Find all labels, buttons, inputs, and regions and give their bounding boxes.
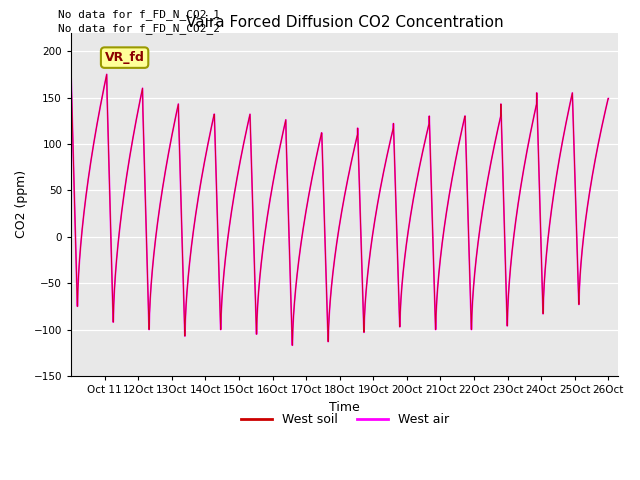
West air [394,242,401,248]
Title: Vaira Forced Diffusion CO2 Concentration: Vaira Forced Diffusion CO2 Concentration [186,15,504,30]
West air [326,310,333,316]
West soil [605,96,612,101]
West soil [289,342,296,348]
Text: No data for f_FD_N_CO2_2: No data for f_FD_N_CO2_2 [58,23,220,34]
West air [67,72,75,77]
West air [246,115,253,120]
West soil [281,121,289,127]
West air [580,228,588,234]
Text: VR_fd: VR_fd [105,51,145,64]
X-axis label: Time: Time [330,400,360,413]
West air [174,102,182,108]
West soil [246,115,253,120]
West soil [326,310,333,316]
West soil [580,228,588,234]
West soil [67,72,75,77]
Text: No data for f_FD_N_CO2_1: No data for f_FD_N_CO2_1 [58,9,220,20]
West air [289,342,296,348]
Y-axis label: CO2 (ppm): CO2 (ppm) [15,170,28,238]
West air [605,96,612,101]
West soil [394,242,401,248]
Line: West air: West air [71,74,609,345]
Line: West soil: West soil [71,74,609,345]
West air [281,121,289,127]
Legend: West soil, West air: West soil, West air [236,408,454,432]
West soil [174,102,182,108]
